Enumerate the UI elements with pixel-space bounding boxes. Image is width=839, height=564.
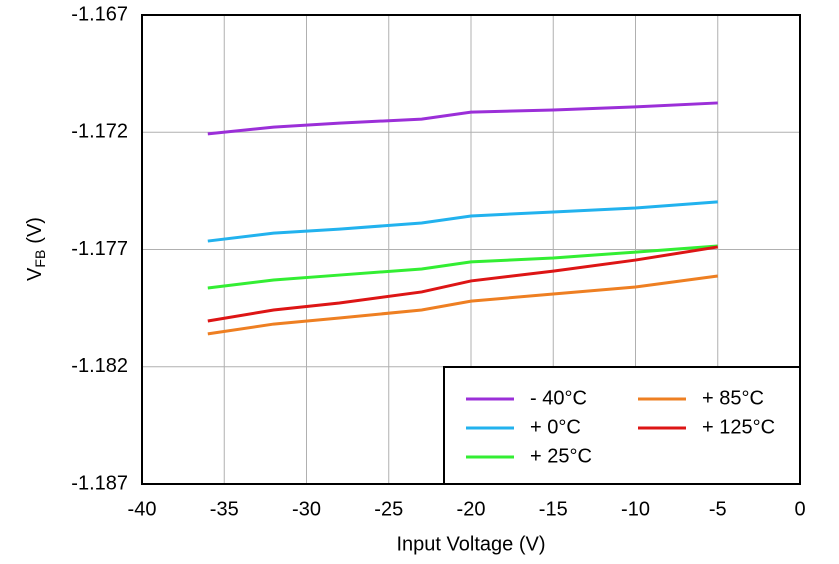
data-line [207, 245, 718, 323]
x-tick-label: -25 [374, 498, 403, 520]
data-line [207, 244, 718, 290]
legend-label: - 40°C [530, 387, 587, 409]
x-tick-label: -40 [128, 498, 157, 520]
y-tick-label: -1.182 [71, 355, 128, 377]
legend-label: + 25°C [530, 445, 592, 467]
data-line [207, 200, 718, 243]
legend-box [443, 366, 801, 485]
data-line [207, 274, 718, 336]
legend-label: + 85°C [702, 387, 764, 409]
x-tick-label: -20 [457, 498, 486, 520]
y-axis-label-unit: (V) [24, 217, 46, 244]
legend-label: + 125°C [702, 416, 775, 438]
y-tick-label: -1.177 [71, 238, 128, 260]
y-axis-label-sub: FB [32, 250, 48, 268]
x-tick-label: -5 [709, 498, 727, 520]
x-tick-label: 0 [794, 498, 805, 520]
legend-label: + 0°C [530, 416, 581, 438]
x-tick-label: -30 [292, 498, 321, 520]
y-axis-label-main: V [24, 267, 46, 281]
x-tick-label: -10 [621, 498, 650, 520]
y-tick-label: -1.187 [71, 472, 128, 494]
x-tick-label: -35 [210, 498, 239, 520]
y-tick-label: -1.167 [71, 3, 128, 25]
data-line [207, 101, 718, 136]
x-axis-label: Input Voltage (V) [397, 533, 546, 555]
y-tick-label: -1.172 [71, 121, 128, 143]
x-tick-label: -15 [539, 498, 568, 520]
y-axis-label: VFB (V) [24, 217, 47, 281]
